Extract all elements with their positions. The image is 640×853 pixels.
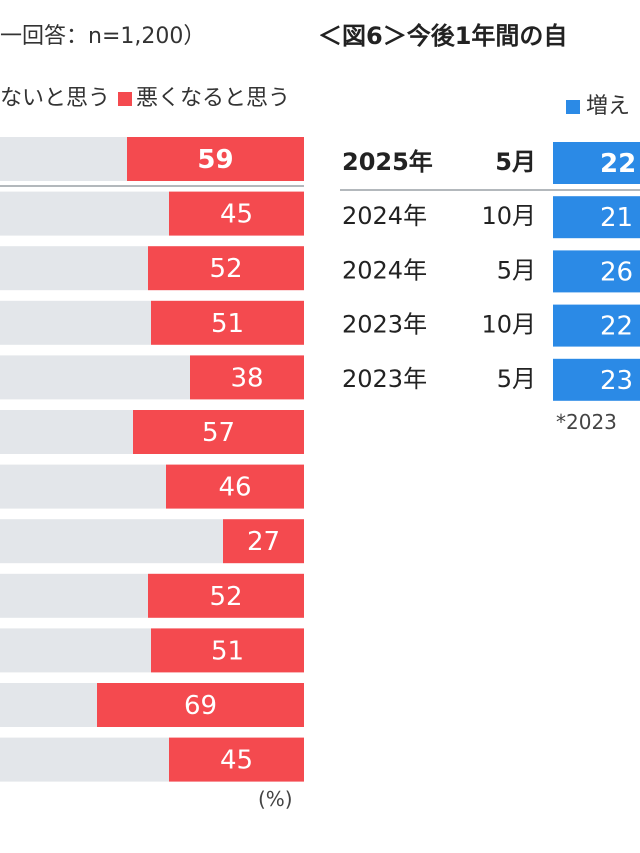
- right-bar-label-0: 22: [600, 149, 636, 179]
- right-bar-label-2: 26: [600, 257, 633, 287]
- left-bar-neutral-7: [0, 519, 223, 564]
- left-bar-worse-8: [148, 573, 304, 618]
- left-bar-label-10: 69: [184, 691, 217, 721]
- left-bar-label-2: 52: [209, 254, 242, 284]
- left-bar-worse-6: [166, 464, 304, 509]
- left-bar-neutral-4: [0, 355, 190, 400]
- left-bar-neutral-3: [0, 300, 151, 345]
- right-bar-increase-3: [553, 304, 640, 347]
- left-bar-worse-7: [223, 519, 304, 564]
- right-category-month-3: 10月: [481, 311, 536, 339]
- right-footnote: *2023: [556, 410, 617, 434]
- left-bar-neutral-1: [0, 191, 169, 236]
- left-bar-worse-11: [169, 737, 304, 782]
- left-bar-worse-10: [97, 683, 304, 727]
- right-category-year-1: 2024年: [342, 202, 427, 230]
- left-bar-neutral-10: [0, 683, 97, 727]
- right-category-month-1: 10月: [481, 202, 536, 230]
- right-chart-title: ＜図6＞今後1年間の自: [318, 22, 568, 50]
- right-category-month-2: 5月: [497, 256, 536, 284]
- left-bar-worse-3: [151, 300, 304, 345]
- right-bar-label-4: 23: [600, 366, 633, 396]
- left-bar-label-9: 51: [211, 636, 244, 666]
- legend-worse-swatch: [118, 92, 133, 106]
- right-legend: 増え: [566, 88, 630, 120]
- left-legend: ないと思う 悪くなると思う: [0, 80, 290, 112]
- legend-other-label: ないと思う: [0, 86, 111, 111]
- left-bar-worse-4: [190, 355, 304, 400]
- left-bar-label-7: 27: [247, 527, 280, 557]
- right-category-year-4: 2023年: [342, 365, 427, 393]
- left-bar-label-8: 52: [209, 582, 242, 612]
- right-bar-chart: 2025年 5月 22 2024年 10月 21 2024年 5月 26 2023年 10月 22 20…: [340, 142, 640, 401]
- left-bar-neutral-9: [0, 628, 151, 673]
- left-bar-label-5: 57: [202, 418, 235, 448]
- left-bar-neutral-11: [0, 737, 169, 782]
- right-category-month-4: 5月: [497, 365, 536, 393]
- right-bar-increase-1: [553, 196, 640, 239]
- left-bar-worse-9: [151, 628, 304, 673]
- left-bar-neutral-8: [0, 573, 148, 618]
- left-bar-worse-0: [127, 137, 304, 181]
- right-bar-label-3: 22: [600, 312, 633, 342]
- left-bar-worse-5: [133, 410, 304, 454]
- legend-worse-label: 悪くなると思う: [136, 86, 291, 111]
- left-bar-label-6: 46: [218, 473, 251, 503]
- left-bar-label-0: 59: [197, 145, 233, 175]
- right-category-year-0: 2025年: [342, 148, 433, 176]
- left-bar-worse-1: [169, 191, 304, 236]
- left-bar-neutral-5: [0, 410, 133, 454]
- right-bar-increase-0: [553, 142, 640, 184]
- left-bar-worse-2: [148, 246, 304, 291]
- right-category-year-2: 2024年: [342, 256, 427, 284]
- left-bar-neutral-0: [0, 137, 127, 181]
- left-chart-subtitle: 一回答：n=1,200）: [0, 24, 206, 49]
- left-bar-label-11: 45: [220, 746, 253, 776]
- right-category-year-3: 2023年: [342, 311, 427, 339]
- right-bar-increase-4: [553, 358, 640, 401]
- left-bar-neutral-6: [0, 464, 166, 509]
- right-bar-label-1: 21: [600, 203, 633, 233]
- legend-increase-label: 増え: [586, 94, 631, 119]
- left-bar-label-1: 45: [220, 200, 253, 230]
- left-bar-label-4: 38: [230, 363, 263, 393]
- left-bar-neutral-2: [0, 246, 148, 291]
- right-category-month-0: 5月: [495, 148, 536, 176]
- left-bar-label-3: 51: [211, 309, 244, 339]
- unit-label: (%): [258, 787, 293, 811]
- legend-increase-swatch: [566, 100, 580, 114]
- right-bar-increase-2: [553, 250, 640, 293]
